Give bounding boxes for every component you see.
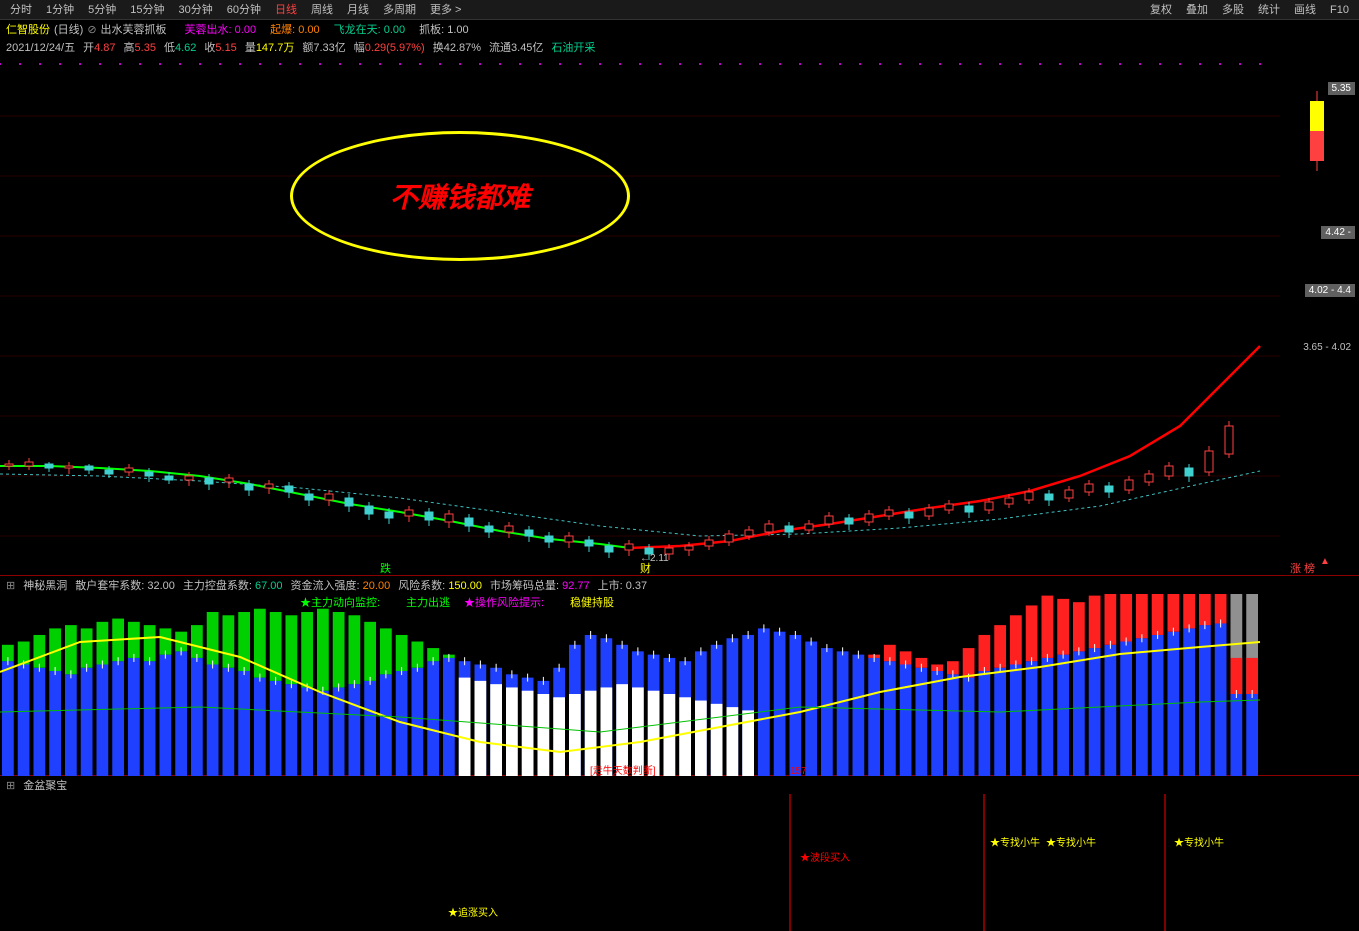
timeframe-btn[interactable]: 多周期 [377,1,422,19]
svg-text:[走牛天数判断]: [走牛天数判断] [590,764,656,776]
ohlc-item: 换42.87% [433,39,481,55]
svg-text:157: 157 [790,766,807,776]
price-label: 5.35 [1328,82,1355,95]
ohlc-line: 2021/12/24/五开4.87 高5.35 低4.62 收5.15 量147.7万额… [0,38,1359,56]
period: (日线) [54,21,83,37]
tool-btn[interactable]: 复权 [1144,1,1178,19]
tool-btn[interactable]: 画线 [1288,1,1322,19]
price-label: 4.42 - [1321,226,1355,239]
timeframe-btn[interactable]: 60分钟 [221,1,267,19]
indicator-label: 芙蓉出水: [185,24,232,36]
date: 2021/12/24/五 [6,39,75,55]
sub1-item: 主力控盘系数: 67.00 [183,577,283,593]
ohlc-item: 高5.35 [124,39,156,55]
plus-icon[interactable]: ⊞ [6,579,15,592]
timeframe-btn[interactable]: 1分钟 [40,1,80,19]
svg-text:稳健持股: 稳健持股 [570,595,614,609]
price-label: 3.65 - 4.02 [1299,341,1355,354]
indicator-value: 0.00 [381,24,405,36]
stock-header: 仁智股份 (日线) ⊘ 出水芙蓉抓板 芙蓉出水: 0.00起爆: 0.00飞龙在… [0,20,1359,38]
timeframe-btn[interactable]: 5分钟 [82,1,122,19]
sub2-chart [0,794,1359,931]
sub2-title: 金盆聚宝 [23,777,67,793]
price-label: 4.02 - 4.4 [1305,284,1355,297]
tool-btn[interactable]: 统计 [1252,1,1286,19]
sub1-item: 散户套牢系数: 32.00 [75,577,175,593]
signal-marker: ★专找小牛 [1174,834,1224,849]
sub1-header: ⊞ 神秘黑洞 散户套牢系数: 32.00 主力控盘系数: 67.00 资金流入强度:… [0,576,1359,594]
ohlc-item: 额7.33亿 [302,39,345,55]
toolbar: 分时1分钟5分钟15分钟30分钟60分钟日线周线月线多周期更多 > 复权叠加多股… [0,0,1359,20]
signal-marker: ★专找小牛 [1046,834,1096,849]
svg-text:★操作风险提示:: ★操作风险提示: [464,595,544,609]
sub1-title: 神秘黑洞 [23,577,67,593]
sub1-item: 资金流入强度: 20.00 [291,577,391,593]
indicator-set: 出水芙蓉抓板 [101,21,167,37]
ohlc-item: 低4.62 [164,39,196,55]
sub-indicator-1[interactable]: ⊞ 神秘黑洞 散户套牢系数: 32.00 主力控盘系数: 67.00 资金流入强度:… [0,576,1359,776]
annotation-ellipse: 不赚钱都难 [290,131,630,261]
svg-text:主力出逃: 主力出逃 [406,595,450,609]
ohlc-item: 量147.7万 [245,39,295,55]
indicator-label: 起爆: [270,24,295,36]
indicator-value: 1.00 [444,24,468,36]
timeframe-btn[interactable]: 15分钟 [124,1,170,19]
sub1-item: 市场筹码总量: 92.77 [490,577,590,593]
timeframe-btn[interactable]: 月线 [341,1,375,19]
plus-icon[interactable]: ⊞ [6,779,15,792]
timeframe-btn[interactable]: 分时 [4,1,38,19]
signal-marker: ★追涨买入 [448,904,498,919]
timeframe-btn[interactable]: 30分钟 [173,1,219,19]
ohlc-item: 开4.87 [83,39,115,55]
indicator-label: 飞龙在天: [334,24,381,36]
svg-text:★主力动向监控:: ★主力动向监控: [300,595,380,609]
signal-marker: ★波段买入 [800,849,850,864]
signal-marker: ★专找小牛 [990,834,1040,849]
ohlc-item: 收5.15 [204,39,236,55]
svg-text:财: 财 [640,561,651,575]
ohlc-item: 石油开采 [551,39,595,55]
indicator-value: 0.00 [232,24,256,36]
sub1-item: 风险系数: 150.00 [398,577,482,593]
tool-btn[interactable]: 多股 [1216,1,1250,19]
annotation-text: 不赚钱都难 [390,176,530,216]
ohlc-item: 幅0.29(5.97%) [354,39,425,55]
main-chart[interactable]: 不赚钱都难 ←2.11跌财涨 榜▲ 5.354.42 -4.02 - 4.43.… [0,56,1359,576]
candlestick-chart: ←2.11跌财涨 榜▲ [0,56,1359,576]
tool-btn[interactable]: F10 [1324,1,1355,19]
timeframe-btn[interactable]: 更多 > [424,1,467,19]
tool-btn[interactable]: 叠加 [1180,1,1214,19]
ohlc-item: 流通3.45亿 [489,39,543,55]
svg-text:跌: 跌 [380,561,391,575]
sub2-header: ⊞ 金盆聚宝 [0,776,1359,794]
indicator-value: 0.00 [295,24,319,36]
sub-indicator-2[interactable]: ⊞ 金盆聚宝 ★追涨买入 ★波段买入 ★专找小牛 ★专找小牛 ★专找小牛 [0,776,1359,931]
indicator-label: 抓板: [419,24,444,36]
stock-name: 仁智股份 [6,21,50,37]
stop-icon: ⊘ [87,23,96,36]
sub1-chart: ★主力动向监控: 主力出逃 ★操作风险提示: 稳健持股 [走牛天数判断] 157 [0,594,1359,776]
timeframe-btn[interactable]: 日线 [269,1,303,19]
sub1-item: 上市: 0.37 [598,577,648,593]
price-axis: 5.35 4.42 - 4.02 - 4.4 3.65 - 4.02 [1269,56,1359,575]
timeframe-btn[interactable]: 周线 [305,1,339,19]
